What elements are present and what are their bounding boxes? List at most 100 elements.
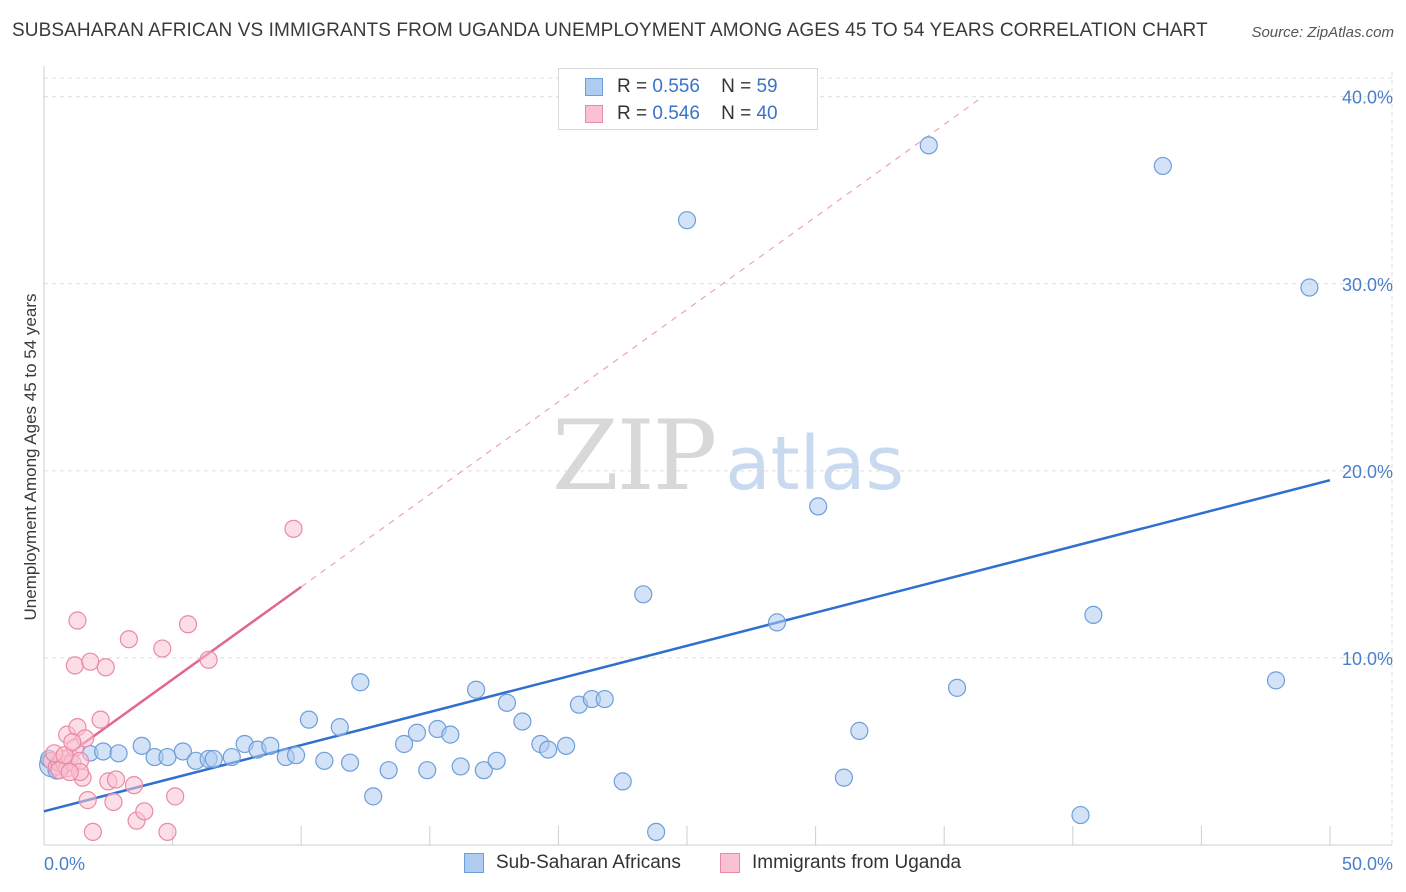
legend-r-value: 0.546	[652, 103, 700, 124]
trend-line-1	[56, 585, 302, 764]
point-uganda	[119, 630, 138, 649]
point-subsaharan	[947, 678, 967, 697]
trend-extension-1	[300, 96, 984, 588]
point-subsaharan	[109, 744, 128, 763]
point-subsaharan	[173, 742, 192, 761]
x-tick-label: 0.0%	[44, 854, 85, 874]
point-uganda	[104, 792, 123, 812]
point-subsaharan	[595, 689, 614, 709]
point-subsaharan	[286, 746, 306, 765]
point-subsaharan	[466, 680, 486, 699]
y-tick-label: 20.0%	[1342, 462, 1393, 482]
point-subsaharan	[379, 761, 398, 780]
point-subsaharan	[1084, 605, 1103, 625]
point-uganda	[83, 822, 102, 842]
point-subsaharan	[441, 725, 460, 744]
bottom-legend: Sub-Saharan Africans Immigrants from Uga…	[0, 852, 1406, 876]
point-subsaharan	[834, 768, 853, 787]
watermark-atlas: atlas	[725, 421, 905, 507]
point-subsaharan	[767, 613, 787, 632]
legend-r-label: R =	[617, 103, 648, 124]
point-subsaharan	[497, 693, 517, 712]
legend-n-value: 40	[756, 103, 778, 124]
bottom-legend-swatch-pink	[720, 853, 740, 873]
bottom-legend-label: Sub-Saharan Africans	[496, 852, 681, 873]
point-subsaharan	[407, 723, 427, 742]
point-uganda	[124, 776, 144, 795]
point-subsaharan	[1266, 671, 1286, 690]
point-uganda	[284, 519, 303, 538]
point-subsaharan	[204, 749, 223, 769]
point-uganda	[63, 733, 82, 752]
watermark: ZIP atlas	[552, 400, 904, 512]
point-subsaharan	[487, 751, 506, 770]
point-subsaharan	[539, 740, 558, 759]
point-uganda	[166, 787, 185, 806]
point-subsaharan	[132, 736, 151, 755]
bottom-legend-swatch-blue	[464, 853, 484, 873]
watermark-zip: ZIP	[552, 400, 717, 512]
tick-labels: 10.0% 20.0% 30.0% 40.0% 0.0% 50.0%	[44, 88, 1393, 874]
legend-n-label: N =	[721, 103, 752, 124]
point-subsaharan	[474, 761, 493, 780]
point-subsaharan	[647, 822, 666, 842]
legend-r-value: 0.556	[652, 76, 700, 97]
point-subsaharan	[340, 753, 360, 772]
point-uganda	[178, 615, 198, 634]
point-uganda	[199, 650, 218, 669]
y-tick-label: 40.0%	[1342, 88, 1393, 108]
point-uganda	[78, 791, 97, 810]
point-subsaharan	[634, 585, 653, 604]
legend-swatch-pink	[585, 105, 603, 123]
point-uganda	[60, 762, 79, 782]
point-uganda	[96, 658, 115, 677]
bottom-legend-label: Immigrants from Uganda	[752, 852, 962, 873]
point-uganda	[135, 802, 154, 821]
point-uganda	[68, 611, 87, 630]
point-subsaharan	[1153, 156, 1172, 176]
y-tick-label: 30.0%	[1342, 275, 1393, 295]
point-subsaharan	[158, 747, 177, 767]
point-subsaharan	[351, 673, 370, 692]
chart-title: SUBSAHARAN AFRICAN VS IMMIGRANTS FROM UG…	[12, 20, 1208, 41]
point-subsaharan	[1071, 805, 1090, 825]
point-uganda	[158, 822, 177, 842]
legend-n-label: N =	[721, 76, 752, 97]
legend: R = 0.556 N = 59 R = 0.546 N = 40	[558, 68, 818, 130]
point-subsaharan	[919, 136, 938, 155]
point-subsaharan	[677, 211, 697, 230]
point-subsaharan	[261, 736, 280, 755]
point-subsaharan	[513, 712, 532, 731]
x-tick-label: 50.0%	[1342, 854, 1393, 874]
axes	[43, 66, 1392, 846]
point-subsaharan	[299, 710, 319, 729]
data-points	[39, 136, 1319, 842]
point-subsaharan	[451, 757, 470, 776]
y-tick-label: 10.0%	[1342, 649, 1393, 669]
point-subsaharan	[613, 772, 632, 791]
point-subsaharan	[394, 734, 414, 754]
point-subsaharan	[850, 721, 869, 740]
point-subsaharan	[1300, 278, 1319, 297]
y-axis-title: Unemployment Among Ages 45 to 54 years	[21, 294, 40, 621]
point-subsaharan	[222, 747, 241, 767]
point-subsaharan	[94, 742, 113, 761]
point-subsaharan	[364, 787, 383, 806]
source-credit: Source: ZipAtlas.com	[1251, 24, 1394, 41]
point-uganda	[153, 639, 172, 658]
point-subsaharan	[315, 751, 334, 770]
point-uganda	[106, 770, 126, 789]
point-subsaharan	[330, 718, 349, 737]
legend-n-value: 59	[756, 76, 778, 97]
legend-r-label: R =	[617, 76, 648, 97]
trend-lines	[43, 96, 1331, 813]
point-subsaharan	[809, 497, 828, 516]
point-uganda	[91, 710, 110, 729]
point-subsaharan	[557, 736, 576, 755]
grid-lines	[44, 72, 1393, 845]
point-uganda	[81, 652, 100, 671]
legend-swatch-blue	[585, 78, 603, 96]
point-subsaharan	[418, 761, 437, 780]
point-uganda	[65, 656, 84, 675]
